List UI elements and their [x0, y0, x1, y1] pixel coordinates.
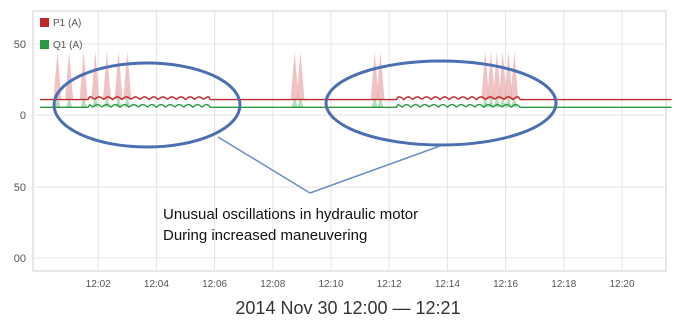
spike-q1 — [291, 96, 298, 108]
annotation-pointer-left — [217, 136, 311, 194]
y-tick-label: 0 — [20, 110, 26, 122]
x-tick-label: 12:18 — [551, 279, 576, 290]
spike-p1 — [510, 51, 519, 100]
spike-q1 — [80, 96, 87, 108]
legend-swatch-p1 — [40, 18, 49, 27]
spike-p1 — [114, 51, 123, 100]
spike-q1 — [297, 96, 304, 108]
y-tick-labels: 50 0 50 00 — [14, 39, 26, 265]
spike-p1 — [123, 51, 132, 100]
spike-q1 — [66, 96, 73, 108]
spike-p1 — [481, 51, 490, 100]
x-tick-label: 12:04 — [144, 279, 169, 290]
spike-p1 — [376, 51, 385, 100]
spike-p1 — [498, 51, 507, 100]
series-line-q1 — [40, 103, 672, 109]
spike-q1 — [499, 96, 506, 108]
spike-q1 — [54, 96, 61, 108]
legend-label-p1: P1 (A) — [53, 18, 81, 29]
annotation-pointer-right — [309, 145, 441, 194]
spike-p1 — [53, 51, 62, 100]
spike-q1 — [377, 96, 384, 108]
legend-label-q1: Q1 (A) — [53, 40, 82, 51]
spike-bands — [53, 51, 519, 108]
series-line-p1 — [40, 96, 672, 101]
y-tick-label: 50 — [14, 182, 26, 194]
x-tick-label: 12:20 — [609, 279, 634, 290]
spike-p1 — [492, 51, 501, 100]
spike-p1 — [487, 51, 496, 100]
legend: P1 (A) Q1 (A) — [40, 18, 82, 51]
annotation-ellipse-right — [324, 59, 558, 147]
spike-q1 — [371, 96, 378, 108]
x-tick-label: 12:16 — [493, 279, 518, 290]
x-tick-label: 12:08 — [260, 279, 285, 290]
annotation-line-1: Unusual oscillations in hydraulic motor — [163, 206, 418, 223]
legend-swatch-q1 — [40, 40, 49, 49]
spike-p1 — [91, 51, 100, 100]
x-tick-label: 12:02 — [86, 279, 111, 290]
spike-p1 — [504, 51, 513, 100]
annotation-line-2: During increased maneuvering — [163, 227, 367, 244]
spike-p1 — [102, 51, 111, 100]
x-tick-label: 12:06 — [202, 279, 227, 290]
annotation-ellipse-left — [52, 61, 242, 149]
spike-p1 — [290, 51, 299, 100]
spike-p1 — [65, 51, 74, 100]
spike-p1 — [296, 51, 305, 100]
x-tick-labels: 12:02 12:04 12:06 12:08 12:10 12:12 12:14 12:16… — [86, 279, 635, 290]
time-range-label: 2014 Nov 30 12:00 — 12:21 — [235, 298, 460, 318]
annotation: Unusual oscillations in hydraulic motor … — [52, 59, 558, 244]
plot-frame — [32, 10, 667, 272]
spike-p1 — [370, 51, 379, 100]
x-tick-label: 12:14 — [435, 279, 460, 290]
y-tick-label: 00 — [14, 253, 26, 265]
x-tick-label: 12:12 — [377, 279, 402, 290]
series-lines — [40, 96, 672, 109]
y-tick-label: 50 — [14, 39, 26, 51]
x-tick-label: 12:10 — [318, 279, 343, 290]
